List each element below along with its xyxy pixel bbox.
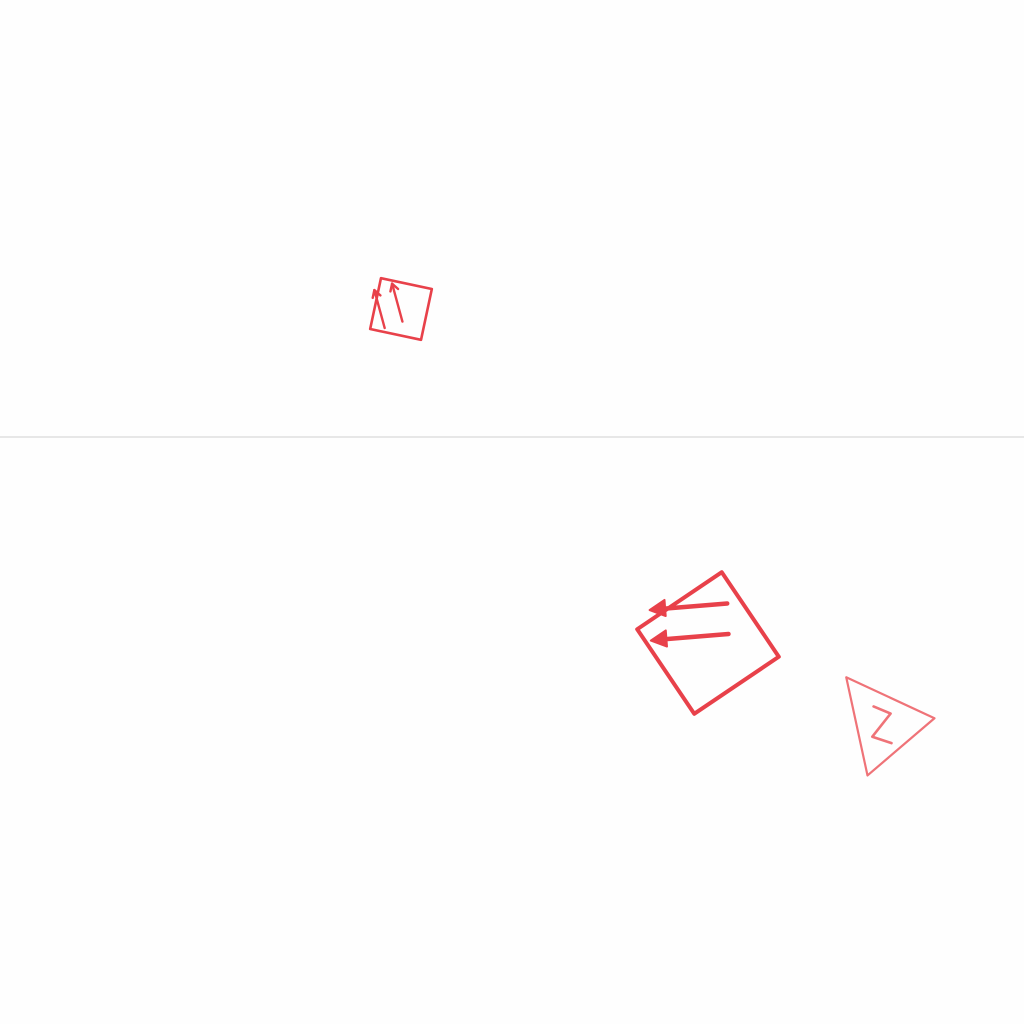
double-arrow-square-large-icon xyxy=(635,570,781,716)
z-triangle-icon xyxy=(845,676,936,777)
double-arrow-square-icon xyxy=(368,276,434,342)
